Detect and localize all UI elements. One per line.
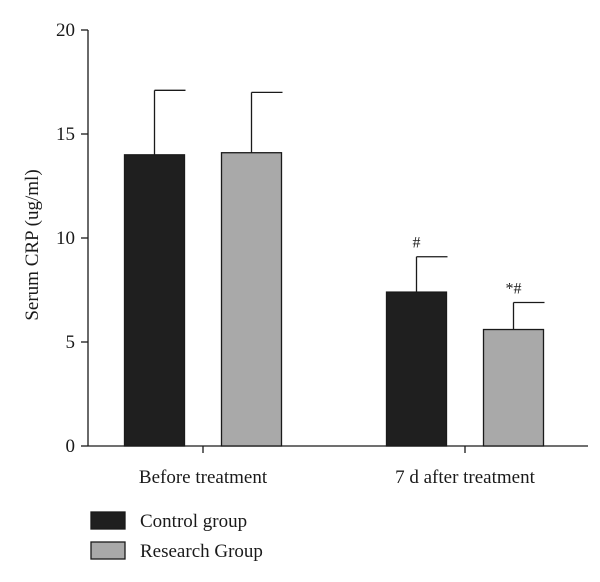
x-tick-label: Before treatment [139, 467, 268, 488]
significance-mark: # [413, 235, 421, 252]
legend-label: Control group [140, 511, 247, 532]
bar [482, 328, 545, 447]
x-tick-label: 7 d after treatment [395, 467, 536, 488]
y-tick-label: 15 [56, 124, 75, 145]
bars [123, 152, 545, 447]
bar [220, 152, 283, 447]
legend-swatch [90, 511, 126, 530]
legend-swatch [90, 541, 126, 560]
y-tick-label: 10 [56, 228, 75, 249]
significance-annotations: # *# [413, 235, 522, 298]
y-tick-label: 0 [66, 436, 76, 457]
bar [123, 154, 186, 447]
y-axis-label: Serum CRP (ug/ml) [22, 169, 43, 320]
y-tick-label: 20 [56, 20, 75, 41]
legend: Control group Research Group [90, 511, 263, 562]
bar [385, 291, 448, 447]
significance-mark: *# [506, 280, 522, 297]
error-bars [153, 89, 545, 330]
y-tick-label: 5 [66, 332, 76, 353]
legend-label: Research Group [140, 541, 263, 562]
